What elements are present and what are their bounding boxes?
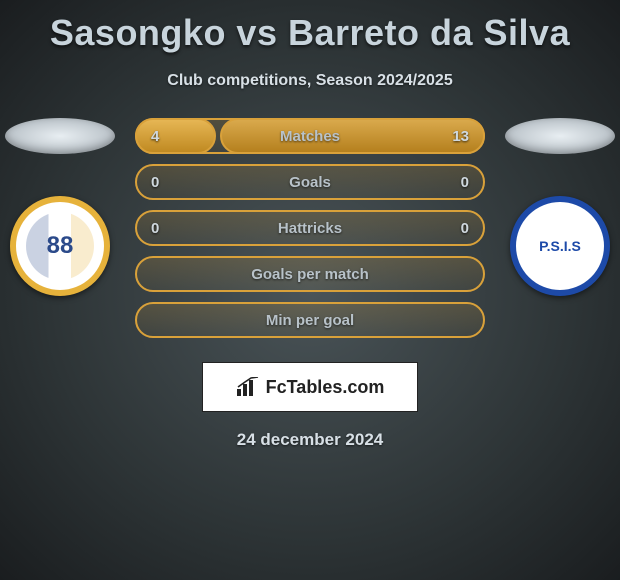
stat-row: 4 Matches 13 <box>135 118 485 154</box>
badge-b-text: P.S.I.S <box>539 238 581 254</box>
stat-value-b: 13 <box>452 128 469 145</box>
stat-value-a: 0 <box>151 220 159 237</box>
stat-bar-a <box>135 118 216 154</box>
stat-row: 0 Hattricks 0 <box>135 210 485 246</box>
stat-row: Goals per match <box>135 256 485 292</box>
player-b-club-badge: P.S.I.S <box>510 196 610 296</box>
subtitle: Club competitions, Season 2024/2025 <box>0 72 620 90</box>
stat-value-b: 0 <box>461 220 469 237</box>
player-a-club-badge: 88 <box>10 196 110 296</box>
stat-label: Goals <box>289 174 331 191</box>
stat-value-a: 0 <box>151 174 159 191</box>
player-a-slot: 88 <box>0 118 120 296</box>
comparison-area: 88 P.S.I.S 4 Matches 13 0 Goals 0 0 Hattricks 0 G… <box>0 118 620 348</box>
stat-label: Goals per match <box>251 266 369 283</box>
stat-bar-b <box>220 118 485 154</box>
stat-rows: 4 Matches 13 0 Goals 0 0 Hattricks 0 Goals per ma… <box>135 118 485 348</box>
player-b-slot: P.S.I.S <box>500 118 620 296</box>
player-b-photo-placeholder <box>505 118 615 154</box>
page-title: Sasongko vs Barreto da Silva <box>0 0 620 54</box>
stat-value-a: 4 <box>151 128 159 145</box>
stat-value-b: 0 <box>461 174 469 191</box>
brand-text: FcTables.com <box>266 377 385 398</box>
badge-a-text: 88 <box>47 232 74 260</box>
stat-row: 0 Goals 0 <box>135 164 485 200</box>
brand-box[interactable]: FcTables.com <box>202 362 418 412</box>
stat-label: Min per goal <box>266 312 354 329</box>
date-text: 24 december 2024 <box>0 430 620 450</box>
stat-label: Hattricks <box>278 220 342 237</box>
stat-row: Min per goal <box>135 302 485 338</box>
player-a-photo-placeholder <box>5 118 115 154</box>
chart-icon <box>236 377 260 397</box>
stat-label: Matches <box>280 128 340 145</box>
